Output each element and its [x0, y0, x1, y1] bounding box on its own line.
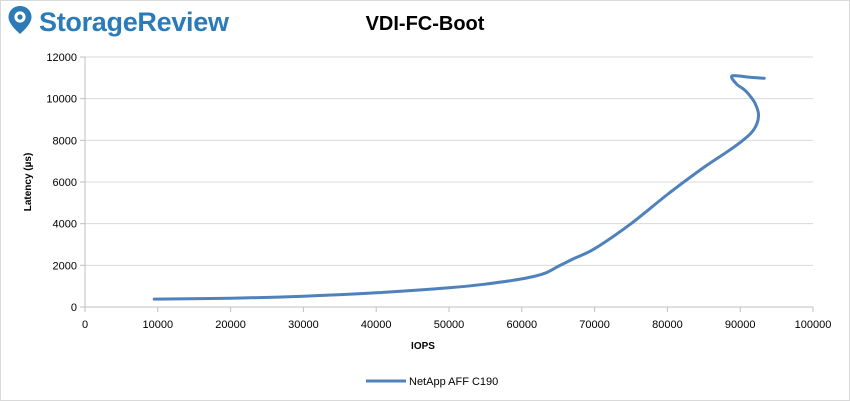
brand-name: StorageReview	[39, 7, 229, 37]
x-tick-label: 30000	[288, 319, 319, 331]
chart-title: VDI-FC-Boot	[365, 13, 485, 35]
x-tick-label: 100000	[795, 319, 832, 331]
x-tick-label: 40000	[361, 319, 392, 331]
x-tick-label: 50000	[434, 319, 465, 331]
legend: NetApp AFF C190	[366, 376, 498, 388]
y-axis-title: Latency (µs)	[23, 153, 34, 212]
x-tick-label: 20000	[215, 319, 246, 331]
axes	[80, 56, 814, 312]
brand-logo[interactable]: StorageReview	[7, 5, 229, 40]
series-lines	[152, 74, 766, 301]
y-tick-label: 2000	[53, 260, 77, 272]
tick-labels: 0 2000 4000 6000 8000 10000 12000 0 10000 20000 30…	[46, 52, 831, 331]
x-tick-label: 70000	[579, 319, 610, 331]
y-tick-label: 8000	[53, 135, 77, 147]
y-tick-label: 4000	[53, 219, 77, 231]
x-tick-label: 80000	[652, 319, 683, 331]
gridlines	[85, 56, 813, 266]
y-tick-label: 0	[71, 302, 77, 314]
y-tick-label: 10000	[46, 94, 77, 106]
series-line-netapp-aff-c190	[152, 74, 766, 301]
storagereview-pin-icon	[7, 5, 33, 40]
x-tick-label: 90000	[725, 319, 756, 331]
x-tick-label: 0	[82, 319, 88, 331]
y-tick-label: 12000	[46, 52, 77, 64]
y-tick-label: 6000	[53, 177, 77, 189]
x-tick-label: 60000	[507, 319, 538, 331]
x-axis-title: IOPS	[411, 341, 435, 352]
legend-label-netapp-aff-c190: NetApp AFF C190	[409, 376, 498, 388]
x-tick-label: 10000	[143, 319, 174, 331]
